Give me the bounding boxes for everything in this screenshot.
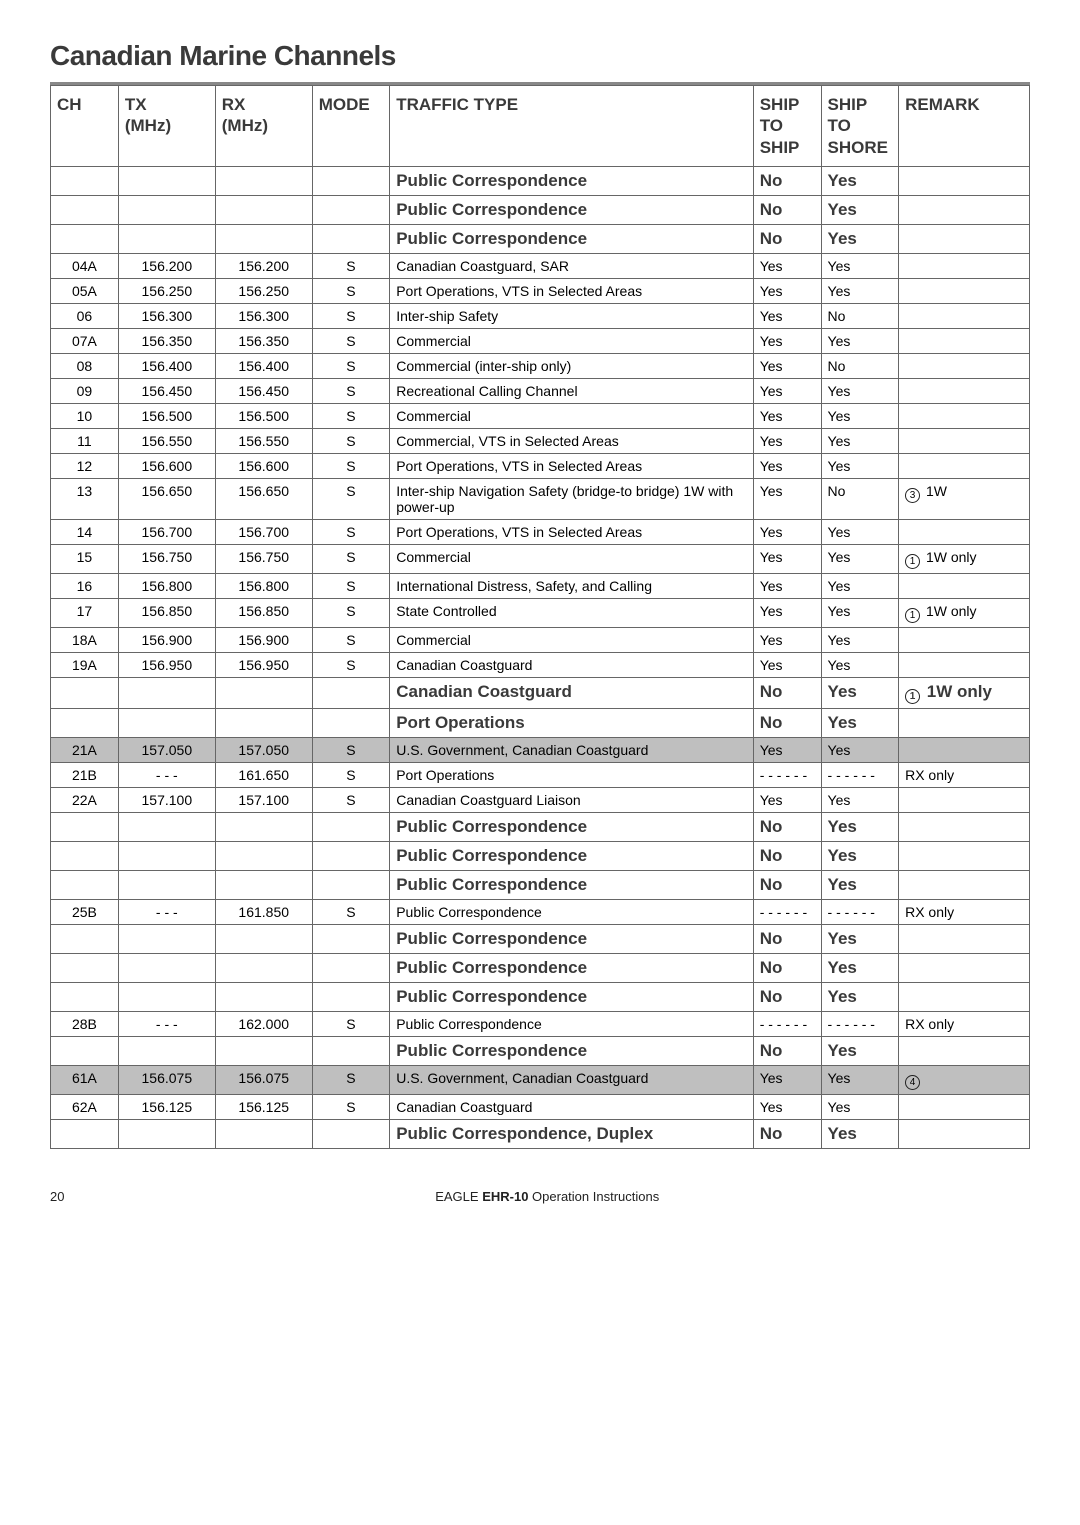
remark-icon: 1 [905, 554, 920, 569]
table-row: 05A156.250156.250SPort Operations, VTS i… [51, 278, 1030, 303]
remark-icon: 3 [905, 488, 920, 503]
col-tx: Tx(MHz) [118, 86, 215, 167]
table-row: 07A156.350156.350SCommercialYesYes [51, 328, 1030, 353]
col-mode: Mode [312, 86, 390, 167]
table-row: 14156.700156.700SPort Operations, VTS in… [51, 519, 1030, 544]
table-row: 06156.300156.300SInter-ship SafetyYesNo [51, 303, 1030, 328]
table-row: 21B- - -161.650SPort Operations- - - - -… [51, 762, 1030, 787]
table-row: 15156.750156.750SCommercialYesYes1 1W on… [51, 544, 1030, 573]
table-row: 16156.800156.800SInternational Distress,… [51, 573, 1030, 598]
table-row: 19A156.950156.950SCanadian CoastguardYes… [51, 652, 1030, 677]
table-row: 21A157.050157.050SU.S. Government, Canad… [51, 737, 1030, 762]
table-body: Public CorrespondenceNoYesPublic Corresp… [51, 166, 1030, 1148]
table-row: Public CorrespondenceNoYes [51, 1036, 1030, 1065]
table-row: 04A156.200156.200SCanadian Coastguard, S… [51, 253, 1030, 278]
col-ship-to-shore: ShiptoShore [821, 86, 899, 167]
table-row: Port OperationsNoYes [51, 708, 1030, 737]
col-ch: Ch [51, 86, 119, 167]
table-row: Canadian CoastguardNoYes1 1W only [51, 677, 1030, 708]
remark-icon: 4 [905, 1075, 920, 1090]
table-row: 11156.550156.550SCommercial, VTS in Sele… [51, 428, 1030, 453]
table-row: 25B- - -161.850SPublic Correspondence- -… [51, 899, 1030, 924]
table-row: Public CorrespondenceNoYes [51, 224, 1030, 253]
table-row: 61A156.075156.075SU.S. Government, Canad… [51, 1065, 1030, 1094]
col-ship-to-ship: ShiptoShip [753, 86, 821, 167]
channels-table: Ch Tx(MHz) Rx(MHz) Mode Traffic Type Shi… [50, 85, 1030, 1149]
table-row: Public CorrespondenceNoYes [51, 953, 1030, 982]
table-row: Public CorrespondenceNoYes [51, 166, 1030, 195]
table-row: 12156.600156.600SPort Operations, VTS in… [51, 453, 1030, 478]
header-row: Ch Tx(MHz) Rx(MHz) Mode Traffic Type Shi… [51, 86, 1030, 167]
remark-icon: 1 [905, 689, 920, 704]
col-remark: Remark [899, 86, 1030, 167]
table-row: Public CorrespondenceNoYes [51, 982, 1030, 1011]
col-traffic: Traffic Type [390, 86, 753, 167]
remark-icon: 1 [905, 608, 920, 623]
footer-text: EAGLE EHR-10 Operation Instructions [435, 1189, 659, 1204]
page-number: 20 [50, 1189, 64, 1204]
table-row: Public CorrespondenceNoYes [51, 841, 1030, 870]
table-row: 62A156.125156.125SCanadian CoastguardYes… [51, 1094, 1030, 1119]
table-row: Public Correspondence, DuplexNoYes [51, 1119, 1030, 1148]
table-row: 22A157.100157.100SCanadian Coastguard Li… [51, 787, 1030, 812]
table-row: 28B- - -162.000SPublic Correspondence- -… [51, 1011, 1030, 1036]
table-row: 17156.850156.850SState ControlledYesYes1… [51, 598, 1030, 627]
table-row: 18A156.900156.900SCommercialYesYes [51, 627, 1030, 652]
table-row: 09156.450156.450SRecreational Calling Ch… [51, 378, 1030, 403]
table-row: Public CorrespondenceNoYes [51, 812, 1030, 841]
col-rx: Rx(MHz) [215, 86, 312, 167]
page-title: Canadian Marine Channels [50, 40, 1030, 72]
table-row: 10156.500156.500SCommercialYesYes [51, 403, 1030, 428]
table-row: 08156.400156.400SCommercial (inter-ship … [51, 353, 1030, 378]
table-row: 13156.650156.650SInter-ship Navigation S… [51, 478, 1030, 519]
table-row: Public CorrespondenceNoYes [51, 195, 1030, 224]
table-row: Public CorrespondenceNoYes [51, 924, 1030, 953]
page-footer: 20 EAGLE EHR-10 Operation Instructions [50, 1189, 1030, 1204]
table-row: Public CorrespondenceNoYes [51, 870, 1030, 899]
